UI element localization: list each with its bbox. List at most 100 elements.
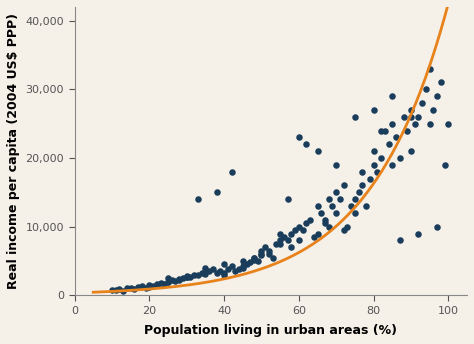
Point	[261, 245, 269, 250]
Point	[407, 114, 415, 120]
Point	[265, 248, 273, 254]
Point	[269, 255, 276, 260]
Point	[276, 238, 284, 243]
Point	[314, 148, 321, 154]
Point	[134, 284, 142, 290]
Point	[157, 280, 164, 286]
Point	[138, 284, 146, 289]
Point	[366, 176, 374, 181]
Point	[295, 135, 302, 140]
Point	[243, 262, 250, 267]
Point	[351, 196, 359, 202]
Point	[429, 107, 437, 113]
Point	[220, 272, 228, 278]
Point	[437, 80, 445, 85]
Point	[273, 241, 280, 247]
Point	[209, 267, 217, 272]
Point	[246, 260, 254, 265]
Point	[351, 210, 359, 216]
Point	[231, 269, 239, 274]
Point	[374, 169, 381, 174]
Point	[321, 221, 329, 226]
Point	[284, 238, 292, 243]
Point	[258, 251, 265, 257]
Point	[146, 282, 153, 288]
Point	[396, 238, 403, 243]
Point	[370, 162, 377, 168]
Point	[314, 203, 321, 209]
Point	[381, 128, 389, 133]
Point	[201, 265, 209, 271]
Point	[265, 251, 273, 257]
Point	[175, 277, 183, 282]
Point	[235, 267, 243, 272]
Y-axis label: Real income per capita (2004 US$ PPP): Real income per capita (2004 US$ PPP)	[7, 13, 20, 289]
Point	[340, 183, 347, 188]
Point	[332, 190, 340, 195]
Point	[351, 114, 359, 120]
Point	[328, 203, 336, 209]
Point	[250, 255, 258, 260]
Point	[183, 273, 191, 279]
Point	[340, 227, 347, 233]
Point	[325, 196, 333, 202]
Point	[119, 288, 127, 294]
Point	[123, 285, 131, 290]
Point	[213, 271, 220, 276]
Point	[112, 288, 119, 293]
Point	[254, 258, 262, 264]
Point	[172, 278, 179, 284]
Point	[220, 262, 228, 267]
Point	[445, 121, 452, 126]
Point	[183, 275, 191, 280]
Point	[161, 281, 168, 287]
Point	[441, 162, 448, 168]
Point	[355, 190, 363, 195]
Point	[299, 227, 306, 233]
Point	[415, 114, 422, 120]
Point	[344, 224, 351, 229]
Point	[310, 234, 318, 240]
Point	[295, 224, 302, 229]
Point	[130, 286, 138, 292]
Point	[108, 287, 116, 292]
Point	[306, 217, 314, 223]
Point	[332, 162, 340, 168]
Point	[403, 128, 411, 133]
Point	[228, 169, 235, 174]
Point	[295, 238, 302, 243]
Point	[292, 227, 299, 233]
Point	[389, 121, 396, 126]
Point	[377, 128, 385, 133]
Point	[258, 248, 265, 254]
Point	[389, 162, 396, 168]
Point	[302, 141, 310, 147]
Point	[321, 217, 329, 223]
Point	[179, 276, 187, 281]
Point	[175, 276, 183, 282]
Point	[400, 114, 407, 120]
Point	[419, 100, 426, 106]
Point	[127, 286, 135, 291]
Point	[201, 269, 209, 274]
Point	[276, 241, 284, 247]
Point	[426, 121, 433, 126]
Point	[116, 286, 123, 292]
Point	[336, 196, 344, 202]
Point	[280, 234, 288, 240]
Point	[250, 257, 258, 262]
Point	[191, 272, 198, 278]
Point	[194, 273, 202, 278]
Point	[396, 155, 403, 161]
Point	[239, 258, 246, 264]
Point	[194, 196, 202, 202]
Point	[153, 282, 161, 287]
Point	[164, 276, 172, 281]
Point	[198, 271, 205, 276]
Point	[318, 210, 325, 216]
Point	[201, 271, 209, 277]
Point	[407, 148, 415, 154]
Point	[168, 278, 175, 283]
Point	[347, 203, 355, 209]
Point	[422, 87, 430, 92]
